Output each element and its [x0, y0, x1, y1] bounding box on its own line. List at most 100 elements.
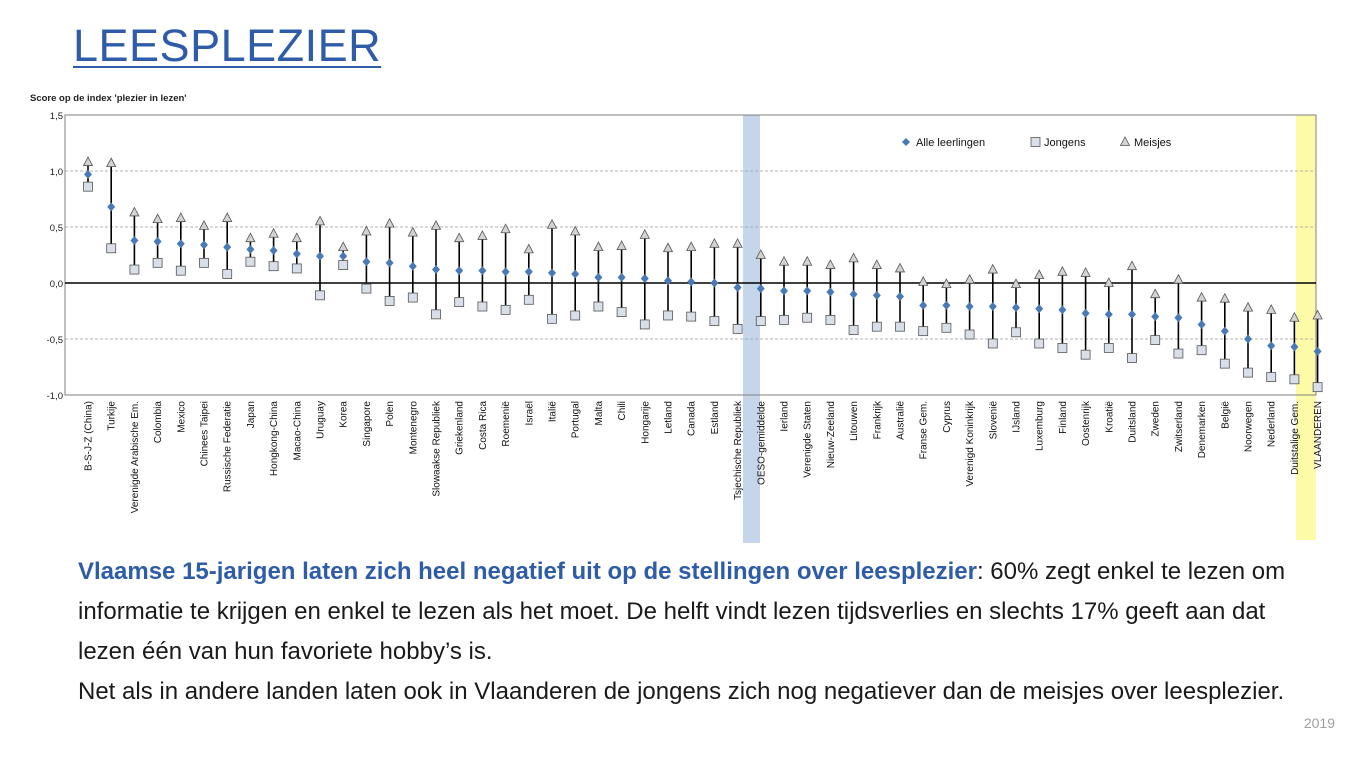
boys-point [83, 181, 93, 192]
x-tick-label: Polen [385, 401, 396, 427]
page-title: LEESPLEZIER [73, 20, 382, 71]
x-tick-label: Finland [1058, 401, 1069, 434]
all-students-point [756, 284, 765, 294]
x-tick-label: Tsjechische Republiek [733, 400, 744, 500]
girls-point [454, 232, 465, 243]
boys-point [1243, 367, 1253, 378]
all-students-point [408, 261, 417, 271]
legend-girls-label: Meisjes [1134, 137, 1172, 149]
all-students-point [571, 269, 580, 279]
girls-point [361, 225, 372, 236]
girls-point [82, 156, 94, 166]
boys-point [454, 297, 465, 307]
boys-series [83, 181, 1323, 393]
boys-point [941, 322, 952, 333]
girls-point [1057, 265, 1068, 276]
x-tick-label: Frankrijk [872, 400, 883, 439]
boys-point [570, 310, 581, 321]
girls-point [338, 241, 349, 252]
all-students-point [942, 300, 951, 310]
x-tick-label: Nieuw-Zeeland [826, 401, 837, 468]
x-tick-label: Roemenië [501, 401, 512, 447]
all-students-point [826, 287, 835, 297]
girls-point [198, 220, 210, 230]
x-tick-label: Kroatië [1104, 401, 1115, 433]
legend-all-marker [902, 138, 910, 146]
boys-point [431, 309, 441, 320]
x-tick-label: Ierland [780, 401, 791, 432]
boys-point [663, 310, 673, 321]
legend-all-label: Alle leerlingen [916, 137, 985, 149]
boys-point [802, 312, 813, 323]
boys-point [1312, 382, 1323, 393]
girls-point [1196, 291, 1207, 302]
boys-point [500, 304, 511, 315]
all-students-point [1267, 341, 1276, 351]
caption-highlight: Vlaamse 15-jarigen laten zich heel negat… [78, 558, 977, 585]
boys-point [871, 321, 882, 332]
all-students-point [872, 290, 881, 300]
x-tick-label: Malta [594, 401, 605, 426]
x-tick-label: Chinees Taipei [200, 401, 211, 466]
all-students-point [1128, 309, 1136, 319]
boys-point [152, 257, 163, 268]
boys-point [1103, 343, 1114, 353]
boys-point [407, 292, 418, 303]
boys-point [1196, 345, 1207, 356]
girls-point [1173, 273, 1184, 284]
boys-point [964, 329, 975, 340]
girls-point [1034, 269, 1045, 280]
girls-point [871, 259, 882, 269]
girls-point [430, 220, 442, 230]
girls-point [546, 218, 558, 229]
x-tick-label: OESO-gemiddelde [756, 401, 767, 485]
x-tick-label: Oostenrijk [1081, 400, 1092, 446]
all-students-point [316, 251, 324, 261]
x-tick-label: Verenigde Arabische Em. [130, 401, 141, 513]
all-students-point [130, 235, 139, 245]
x-tick-label: B-S-J-Z (China) [84, 401, 95, 471]
boys-point [477, 301, 488, 312]
boys-point [175, 265, 186, 276]
x-tick-label: Hongkong-China [269, 401, 280, 476]
boys-point [686, 311, 697, 322]
x-tick-label: Canada [687, 401, 698, 436]
all-students-series [84, 169, 1322, 356]
girls-point [1289, 311, 1300, 322]
x-tick-label: Korea [339, 401, 350, 428]
x-tick-label: Zwitserland [1174, 401, 1185, 452]
all-students-point [1313, 346, 1322, 356]
girls-point [1080, 267, 1091, 277]
y-tick-label: -1,0 [47, 391, 63, 402]
girls-point [802, 255, 813, 266]
girls-point [778, 255, 790, 266]
all-students-point [107, 202, 116, 212]
x-tick-label: Griekenland [455, 401, 466, 455]
all-students-point [200, 240, 208, 250]
boys-point [825, 315, 836, 325]
all-students-point [1104, 309, 1113, 319]
all-students-point [1174, 313, 1183, 323]
all-students-point [710, 278, 719, 288]
all-students-point [733, 282, 742, 292]
boys-point [1173, 348, 1184, 359]
x-axis-labels: B-S-J-Z (China) Turkije Verenigde Arabisch… [84, 400, 1325, 513]
all-students-point [1058, 305, 1067, 315]
all-students-point [965, 302, 974, 312]
all-students-point [176, 239, 185, 249]
caption-text: Vlaamse 15-jarigen laten zich heel negat… [78, 552, 1298, 712]
all-students-point [548, 268, 556, 278]
all-students-point [617, 272, 626, 282]
all-students-point [1035, 304, 1044, 314]
chart: Score op de index 'plezier in lezen' 1,5… [30, 93, 1325, 543]
boys-point [616, 307, 627, 318]
all-students-point [687, 277, 696, 287]
chart-svg: Score op de index 'plezier in lezen' 1,5… [30, 93, 1325, 543]
y-axis-ticks: 1,5 1,0 0,5 0,0 -0,5 -1,0 [47, 111, 63, 402]
girls-point [222, 212, 233, 222]
girls-point [314, 215, 326, 226]
girls-point [570, 225, 581, 236]
x-tick-label: Australië [896, 401, 907, 440]
all-students-point [1220, 326, 1229, 336]
girls-point [639, 228, 650, 239]
